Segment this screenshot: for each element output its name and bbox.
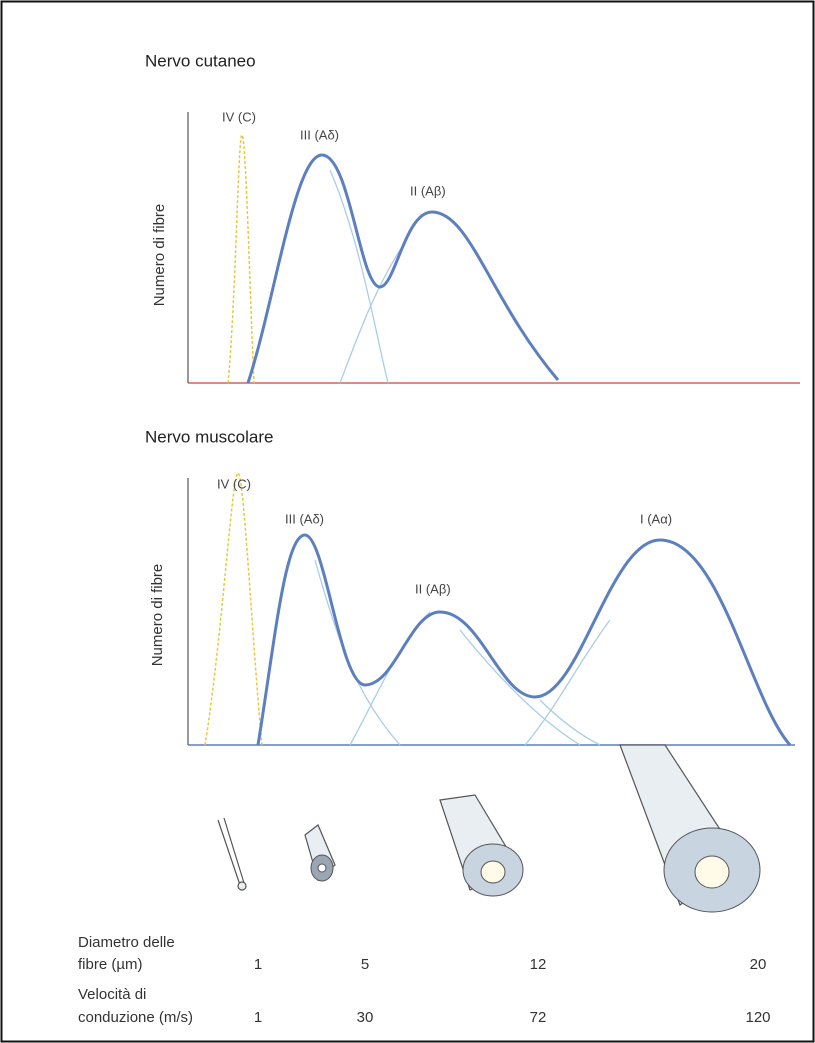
row-value: 5: [361, 956, 369, 973]
peak-label: IV (C): [217, 476, 251, 491]
curve-abeta-rise: [340, 250, 400, 383]
row-value: 1: [254, 1009, 262, 1026]
panel-title: Nervo muscolare: [145, 427, 274, 446]
curve-envelope: [258, 535, 790, 745]
panel-title: Nervo cutaneo: [145, 51, 256, 70]
row-value: 30: [357, 1009, 374, 1026]
fiber-c: [218, 818, 244, 885]
row-label: Diametro delle: [78, 934, 175, 951]
fiber-aalpha-axon: [695, 856, 729, 888]
fiber-abeta-axon: [481, 861, 505, 883]
row-label: conduzione (m/s): [78, 1009, 193, 1026]
peak-label: II (Aβ): [415, 581, 451, 596]
row-value: 12: [530, 956, 547, 973]
row-value: 1: [254, 956, 262, 973]
peak-label: IV (C): [222, 109, 256, 124]
curve-abeta-tail: [460, 630, 580, 745]
peak-label: III (Aδ): [300, 127, 339, 142]
fiber-c-end: [238, 882, 246, 890]
row-label: Velocità di: [78, 986, 146, 1003]
figure: Nervo cutaneo Numero di fibre IV (C) III…: [0, 0, 815, 1043]
peak-label: II (Aβ): [410, 183, 446, 198]
row-value: 120: [745, 1009, 770, 1026]
curve-c: [205, 473, 262, 745]
y-label: Numero di fibre: [149, 564, 166, 667]
peak-label: I (Aα): [640, 511, 672, 526]
fiber-illustrations: [218, 745, 760, 912]
row-value: 72: [530, 1009, 547, 1026]
row-label: fibre (µm): [78, 956, 142, 973]
curve-c: [228, 135, 254, 383]
curve-aalpha-rise: [525, 620, 610, 745]
curve-adelta-tail: [330, 170, 388, 383]
row-value: 20: [750, 956, 767, 973]
peak-label: III (Aδ): [285, 511, 324, 526]
curve-envelope: [248, 155, 558, 383]
fiber-adelta-axon: [318, 864, 326, 872]
curve-abeta-rise: [350, 612, 430, 745]
y-label: Numero di fibre: [151, 204, 168, 307]
